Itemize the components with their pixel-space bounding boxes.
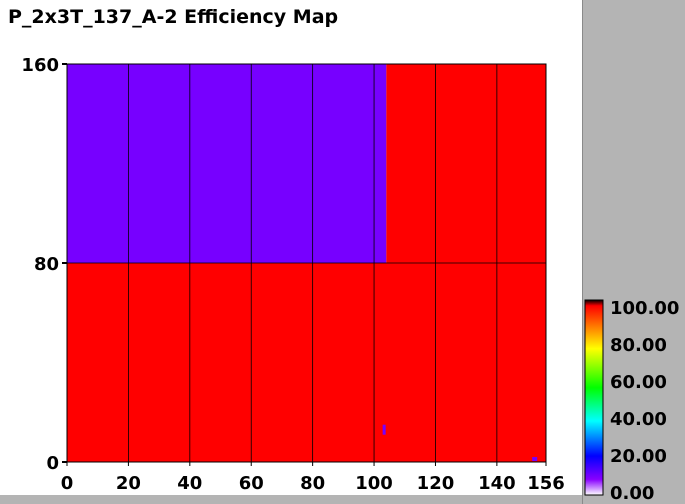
heatmap-cell-2 <box>67 263 546 462</box>
colorbar-label: 60.00 <box>610 372 667 393</box>
y-axis-ticks: 0 80 160 <box>21 55 67 474</box>
y-tick-label: 160 <box>21 55 59 76</box>
x-tick-label: 120 <box>417 473 455 494</box>
heatmap-artifact <box>382 424 386 435</box>
x-tick-label: 140 <box>478 473 516 494</box>
colorbar: 100.00 80.00 60.00 40.00 20.00 0.00 <box>584 298 679 504</box>
bottom-border <box>0 495 582 504</box>
chart-title: P_2x3T_137_A-2 Efficiency Map <box>8 6 339 28</box>
colorbar-label: 0.00 <box>610 483 654 504</box>
colorbar-gradient <box>584 299 604 496</box>
x-tick-label: 60 <box>239 473 264 494</box>
x-tick-label: 80 <box>300 473 325 494</box>
y-tick-label: 0 <box>46 453 59 474</box>
colorbar-label: 80.00 <box>610 335 667 356</box>
colorbar-label: 20.00 <box>610 446 667 467</box>
x-tick-label: 156 <box>527 473 565 494</box>
grid-lines <box>66 63 547 463</box>
heatmap-cell-1 <box>386 64 546 263</box>
colorbar-label: 40.00 <box>610 409 667 430</box>
heatmap-cell-0 <box>67 64 387 263</box>
x-tick-label: 100 <box>355 473 393 494</box>
x-tick-label: 40 <box>177 473 202 494</box>
y-tick-label: 80 <box>34 254 59 275</box>
x-axis-ticks: 0 20 40 60 80 100 120 140 156 <box>61 462 565 494</box>
x-tick-label: 20 <box>116 473 141 494</box>
heatmap-cells <box>67 64 546 462</box>
x-tick-label: 0 <box>61 473 74 494</box>
heatmap-artifact <box>532 457 538 462</box>
colorbar-label: 100.00 <box>610 298 679 319</box>
